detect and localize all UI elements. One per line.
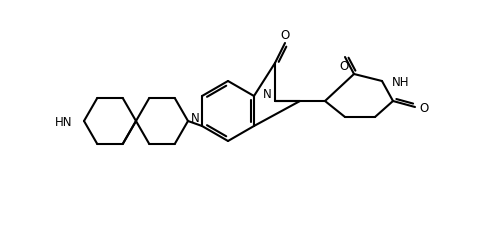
Text: N: N xyxy=(190,112,200,125)
Text: O: O xyxy=(280,28,289,41)
Text: NH: NH xyxy=(392,75,409,88)
Text: O: O xyxy=(420,101,428,114)
Text: O: O xyxy=(340,60,348,73)
Text: N: N xyxy=(262,87,272,100)
Text: HN: HN xyxy=(54,115,72,128)
